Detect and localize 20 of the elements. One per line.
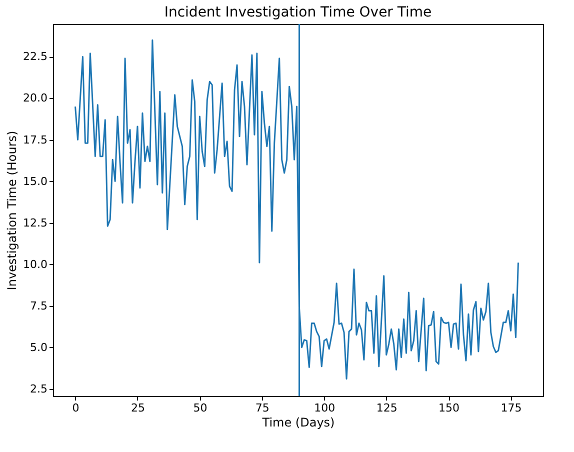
x-tick-label: 75 [255,402,270,414]
y-tick-label: 7.5 [30,299,48,312]
y-tick-label: 5.0 [30,340,48,354]
y-tick-label: 22.5 [23,50,48,64]
y-tick-label: 15.0 [23,174,48,188]
x-tick-label: 50 [193,402,208,414]
x-axis-title: Time (Days) [261,416,335,430]
y-axis-title: Investigation Time (Hours) [5,130,20,290]
y-tick-label: 12.5 [23,216,48,230]
x-tick-label: 175 [500,402,522,414]
x-tick-label: 0 [72,402,80,414]
chart-title: Incident Investigation Time Over Time [164,4,432,20]
x-tick-label: 150 [438,402,460,414]
x-tick-label: 100 [314,402,336,414]
y-tick-label: 10.0 [23,258,48,271]
x-tick-label: 25 [130,402,145,414]
y-tick-label: 2.5 [30,382,48,396]
y-tick-label: 17.5 [23,133,48,146]
y-tick-label: 20.0 [23,92,48,105]
x-tick-label: 125 [376,402,398,414]
